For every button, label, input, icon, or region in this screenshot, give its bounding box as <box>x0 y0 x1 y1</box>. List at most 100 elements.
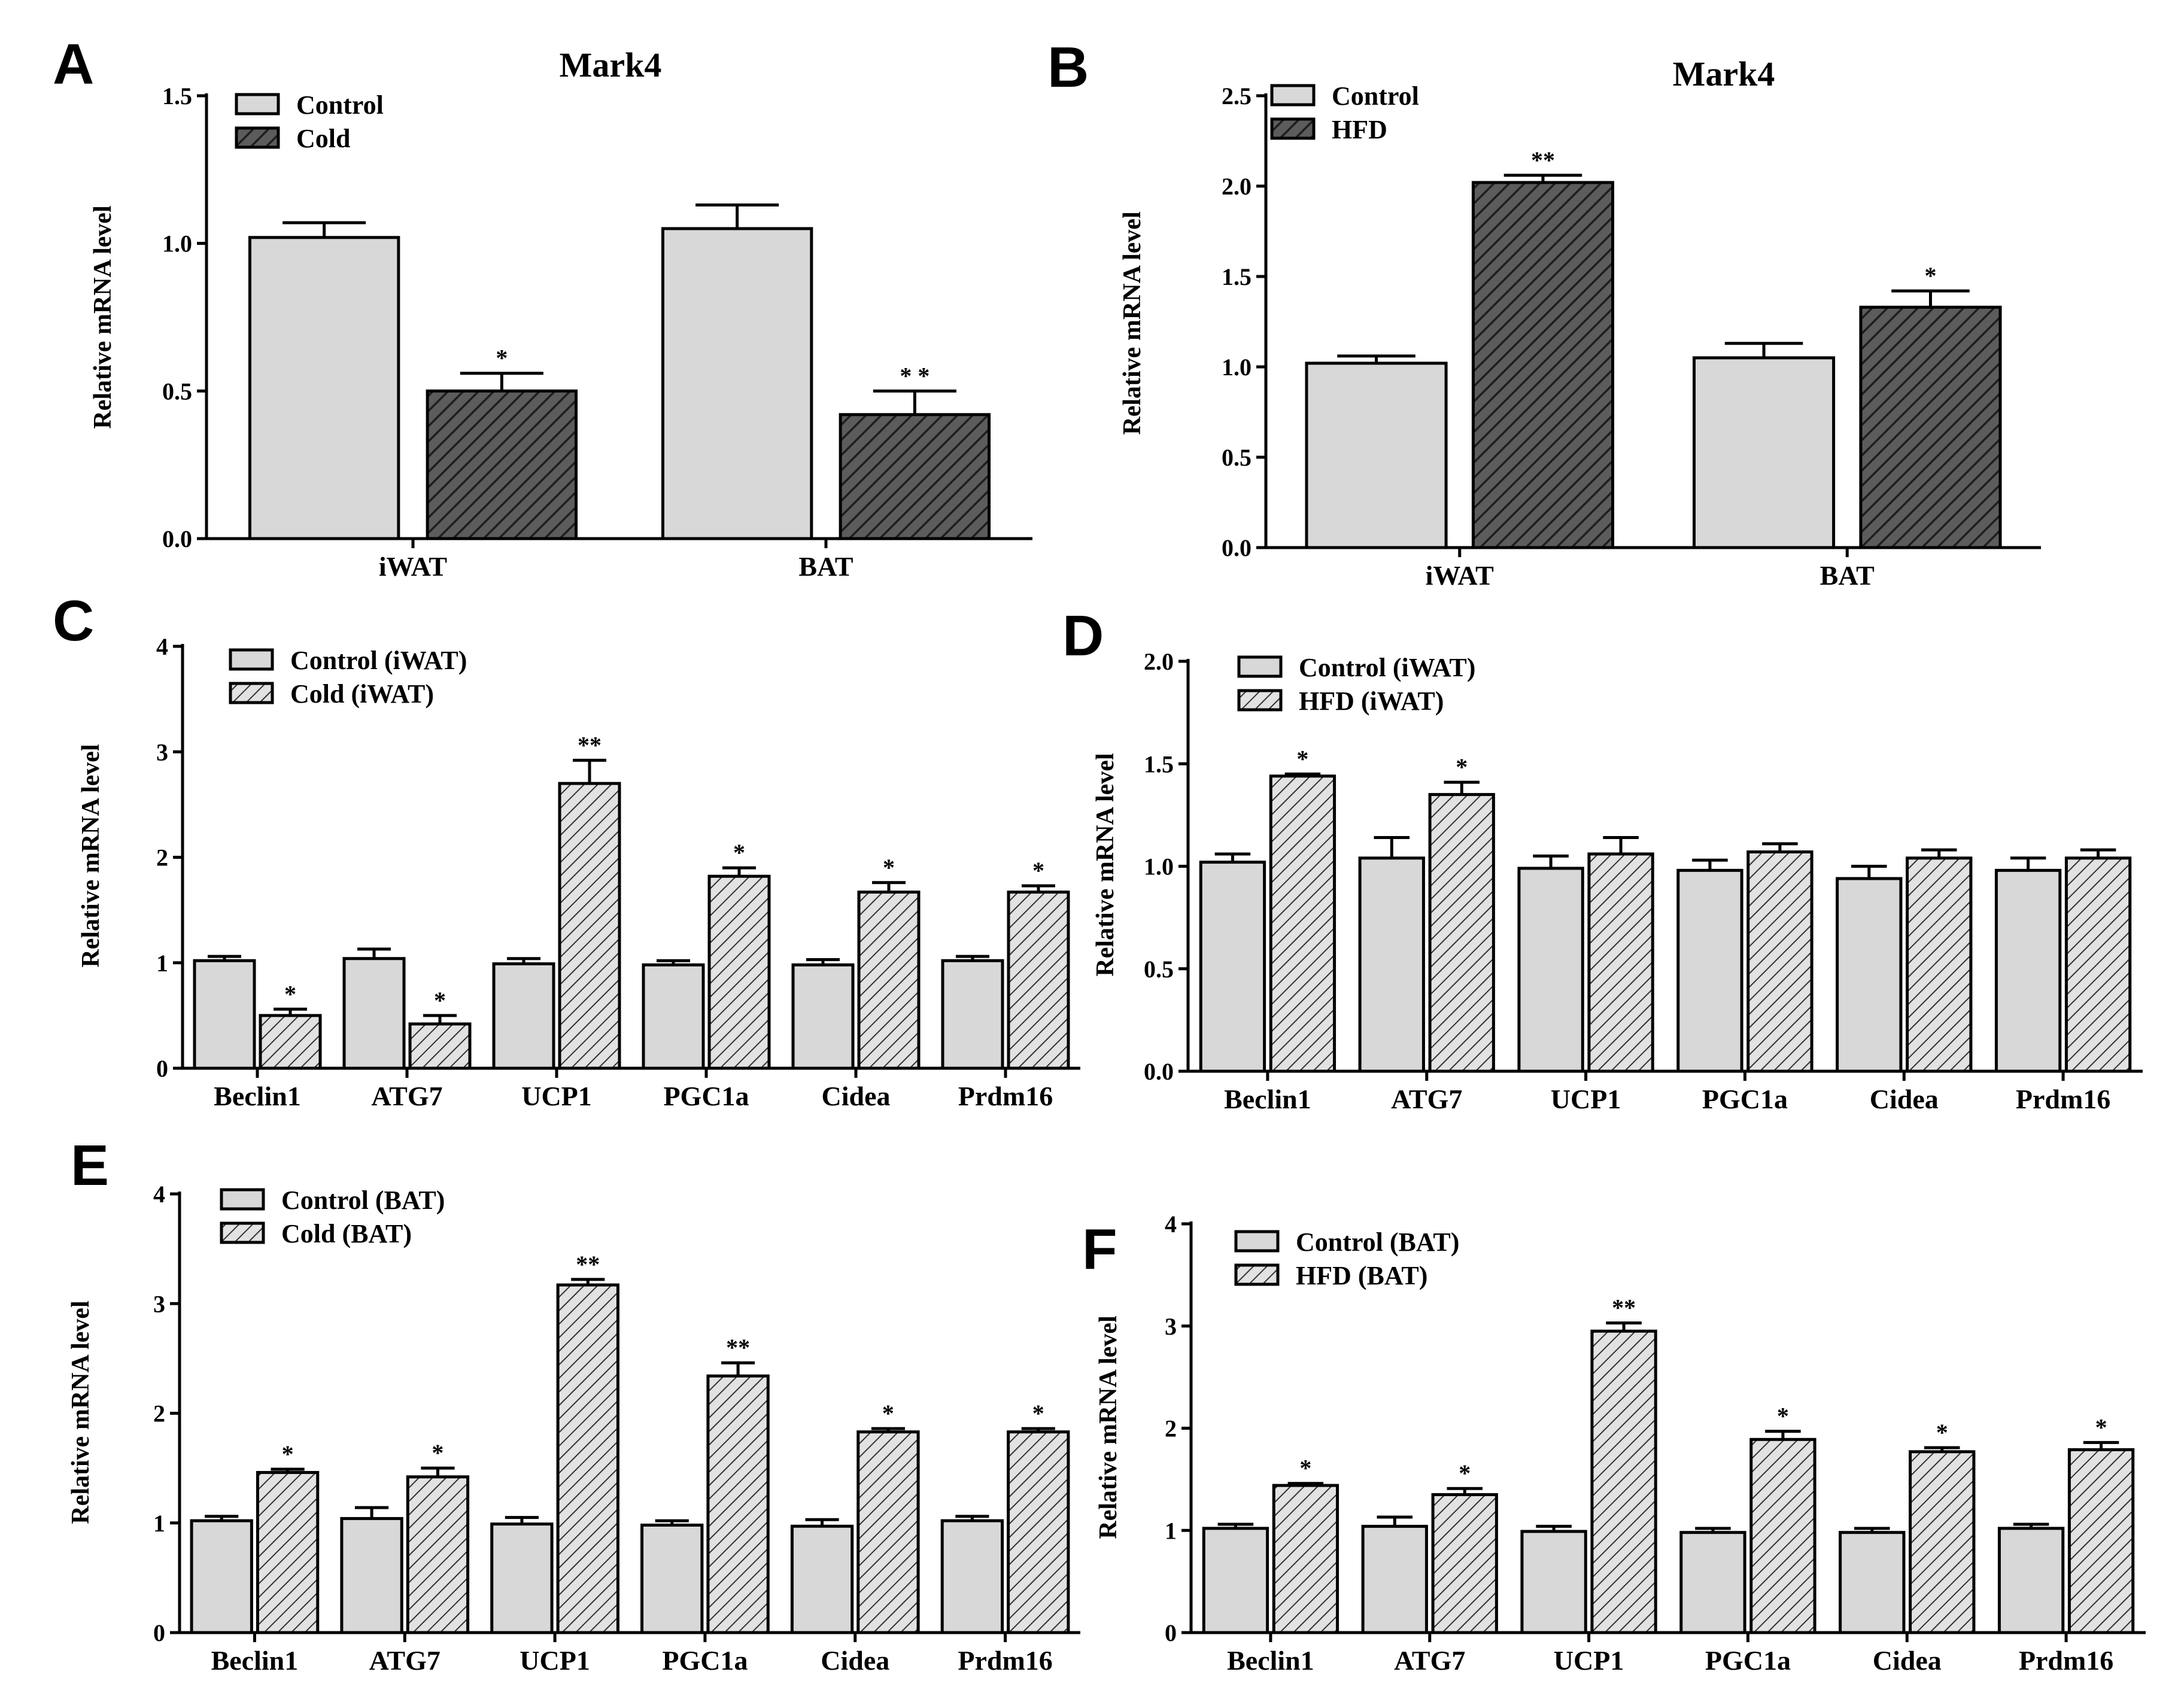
significance-marker: * <box>282 1440 294 1467</box>
panel-label: F <box>1082 1217 1117 1281</box>
y-tick-label: 0.0 <box>1144 1058 1174 1085</box>
y-tick-label: 0 <box>156 1055 168 1082</box>
chart-title: Mark4 <box>560 45 662 84</box>
y-tick-label: 1.0 <box>1222 354 1252 381</box>
treatment-bar <box>556 1283 619 1634</box>
control-bar <box>1358 856 1425 1073</box>
treatment-bar <box>1431 1493 1498 1634</box>
legend-label: Control <box>296 90 384 120</box>
treatment-bar <box>408 1022 472 1070</box>
y-tick-label: 3 <box>156 738 168 765</box>
y-tick-label: 2 <box>153 1400 165 1427</box>
legend-swatch-control <box>1237 655 1283 678</box>
x-category-label: UCP1 <box>521 1081 592 1111</box>
significance-marker: ** <box>578 731 602 758</box>
significance-marker: * <box>284 980 296 1007</box>
y-tick-label: 4 <box>153 1181 165 1208</box>
legend-label: Cold <box>296 124 350 153</box>
x-category-label: Prdm16 <box>2019 1645 2113 1676</box>
legend-label: HFD (BAT) <box>1296 1261 1427 1290</box>
x-category-label: BAT <box>798 551 853 582</box>
y-tick-label: 2 <box>156 844 168 871</box>
legend-swatch-treatment <box>1237 689 1283 712</box>
control-bar <box>1305 361 1448 549</box>
treatment-bar <box>1428 793 1495 1073</box>
y-tick-label: 0.5 <box>1222 444 1252 471</box>
legend-label: Cold (iWAT) <box>290 679 434 709</box>
x-category-label: ATG7 <box>1391 1084 1462 1114</box>
control-bar <box>1202 1527 1269 1634</box>
legend-swatch-treatment <box>235 126 280 149</box>
y-tick-label: 4 <box>1165 1211 1177 1238</box>
y-tick-label: 1 <box>1165 1517 1177 1544</box>
treatment-bar <box>1746 850 1814 1073</box>
control-bar <box>1839 1531 1906 1634</box>
legend-swatch-control <box>220 1188 265 1211</box>
control-bar <box>640 1523 704 1634</box>
treatment-bar <box>256 1470 320 1634</box>
treatment-bar <box>1007 1430 1070 1634</box>
panel-label: A <box>53 32 94 96</box>
significance-marker: ** <box>726 1334 750 1361</box>
x-category-label: PGC1a <box>1702 1084 1788 1114</box>
control-bar <box>1676 868 1743 1073</box>
x-category-label: Cidea <box>1870 1084 1939 1114</box>
y-tick-label: 3 <box>153 1290 165 1317</box>
y-tick-label: 1.5 <box>1222 263 1252 290</box>
x-category-label: Cidea <box>1873 1645 1942 1676</box>
x-category-label: ATG7 <box>1394 1645 1465 1676</box>
panel-label: B <box>1047 35 1089 99</box>
legend-label: HFD <box>1332 115 1387 144</box>
significance-marker: * <box>733 839 745 866</box>
x-category-label: iWAT <box>1426 560 1494 591</box>
treatment-bar <box>1906 856 1973 1073</box>
y-axis-label: Relative mRNA level <box>1092 753 1119 976</box>
y-tick-label: 2.5 <box>1222 83 1252 110</box>
control-bar <box>1520 1530 1587 1634</box>
y-tick-label: 1.0 <box>162 230 192 257</box>
chart-panel-a: A Mark4 Relative mRNA level 0.0 0.5 1.0 1.5 iWA… <box>53 32 1032 582</box>
significance-marker: * * <box>900 362 929 389</box>
treatment-bar <box>857 891 921 1070</box>
chart-panel-f: F Relative mRNA level 0 1 2 3 4 Beclin1 * ATG7 * UC… <box>1082 1211 2146 1676</box>
control-bar <box>490 1522 554 1634</box>
y-axis-label: Relative mRNA level <box>1119 211 1146 434</box>
legend-swatch-control <box>235 93 280 116</box>
y-tick-label: 1.5 <box>1144 750 1174 777</box>
control-bar <box>1361 1524 1428 1634</box>
chart-panel-b: B Mark4 Relative mRNA level 0.0 0.5 1.0 1.5 2.0… <box>1047 35 2041 591</box>
control-bar <box>492 962 555 1070</box>
y-tick-label: 0.5 <box>1144 956 1174 983</box>
significance-marker: * <box>1936 1419 1948 1446</box>
legend-swatch-treatment <box>1270 117 1316 140</box>
control-bar <box>1679 1531 1746 1634</box>
treatment-bar <box>2064 856 2132 1073</box>
control-bar <box>1997 1527 2065 1634</box>
legend-swatch-treatment <box>229 682 274 704</box>
significance-marker: * <box>1777 1403 1789 1430</box>
y-tick-label: 0.0 <box>1222 534 1252 561</box>
x-category-label: Beclin1 <box>214 1081 301 1111</box>
x-category-label: ATG7 <box>369 1645 441 1676</box>
treatment-bar <box>1269 774 1336 1073</box>
y-tick-label: 2 <box>1165 1415 1177 1442</box>
legend-label: HFD (iWAT) <box>1299 686 1444 716</box>
chart-panel-d: D Relative mRNA level 0.0 0.5 1.0 1.5 2.0 Becli… <box>1062 604 2143 1114</box>
significance-marker: ** <box>576 1251 600 1278</box>
significance-marker: * <box>1032 857 1044 884</box>
significance-marker: * <box>882 1400 894 1427</box>
legend-swatch-control <box>1234 1230 1280 1253</box>
significance-marker: * <box>434 987 446 1014</box>
y-tick-label: 2.0 <box>1144 648 1174 675</box>
y-tick-label: 1.5 <box>162 83 192 110</box>
y-axis-label: Relative mRNA level <box>67 1300 95 1524</box>
legend-label: Control (iWAT) <box>290 646 467 675</box>
treatment-bar <box>1272 1484 1339 1634</box>
significance-marker: * <box>2095 1414 2107 1440</box>
x-category-label: Prdm16 <box>2016 1084 2110 1114</box>
chart-title: Mark4 <box>1673 54 1775 93</box>
treatment-bar <box>707 874 771 1070</box>
significance-marker: * <box>432 1439 444 1466</box>
y-tick-label: 3 <box>1165 1313 1177 1340</box>
